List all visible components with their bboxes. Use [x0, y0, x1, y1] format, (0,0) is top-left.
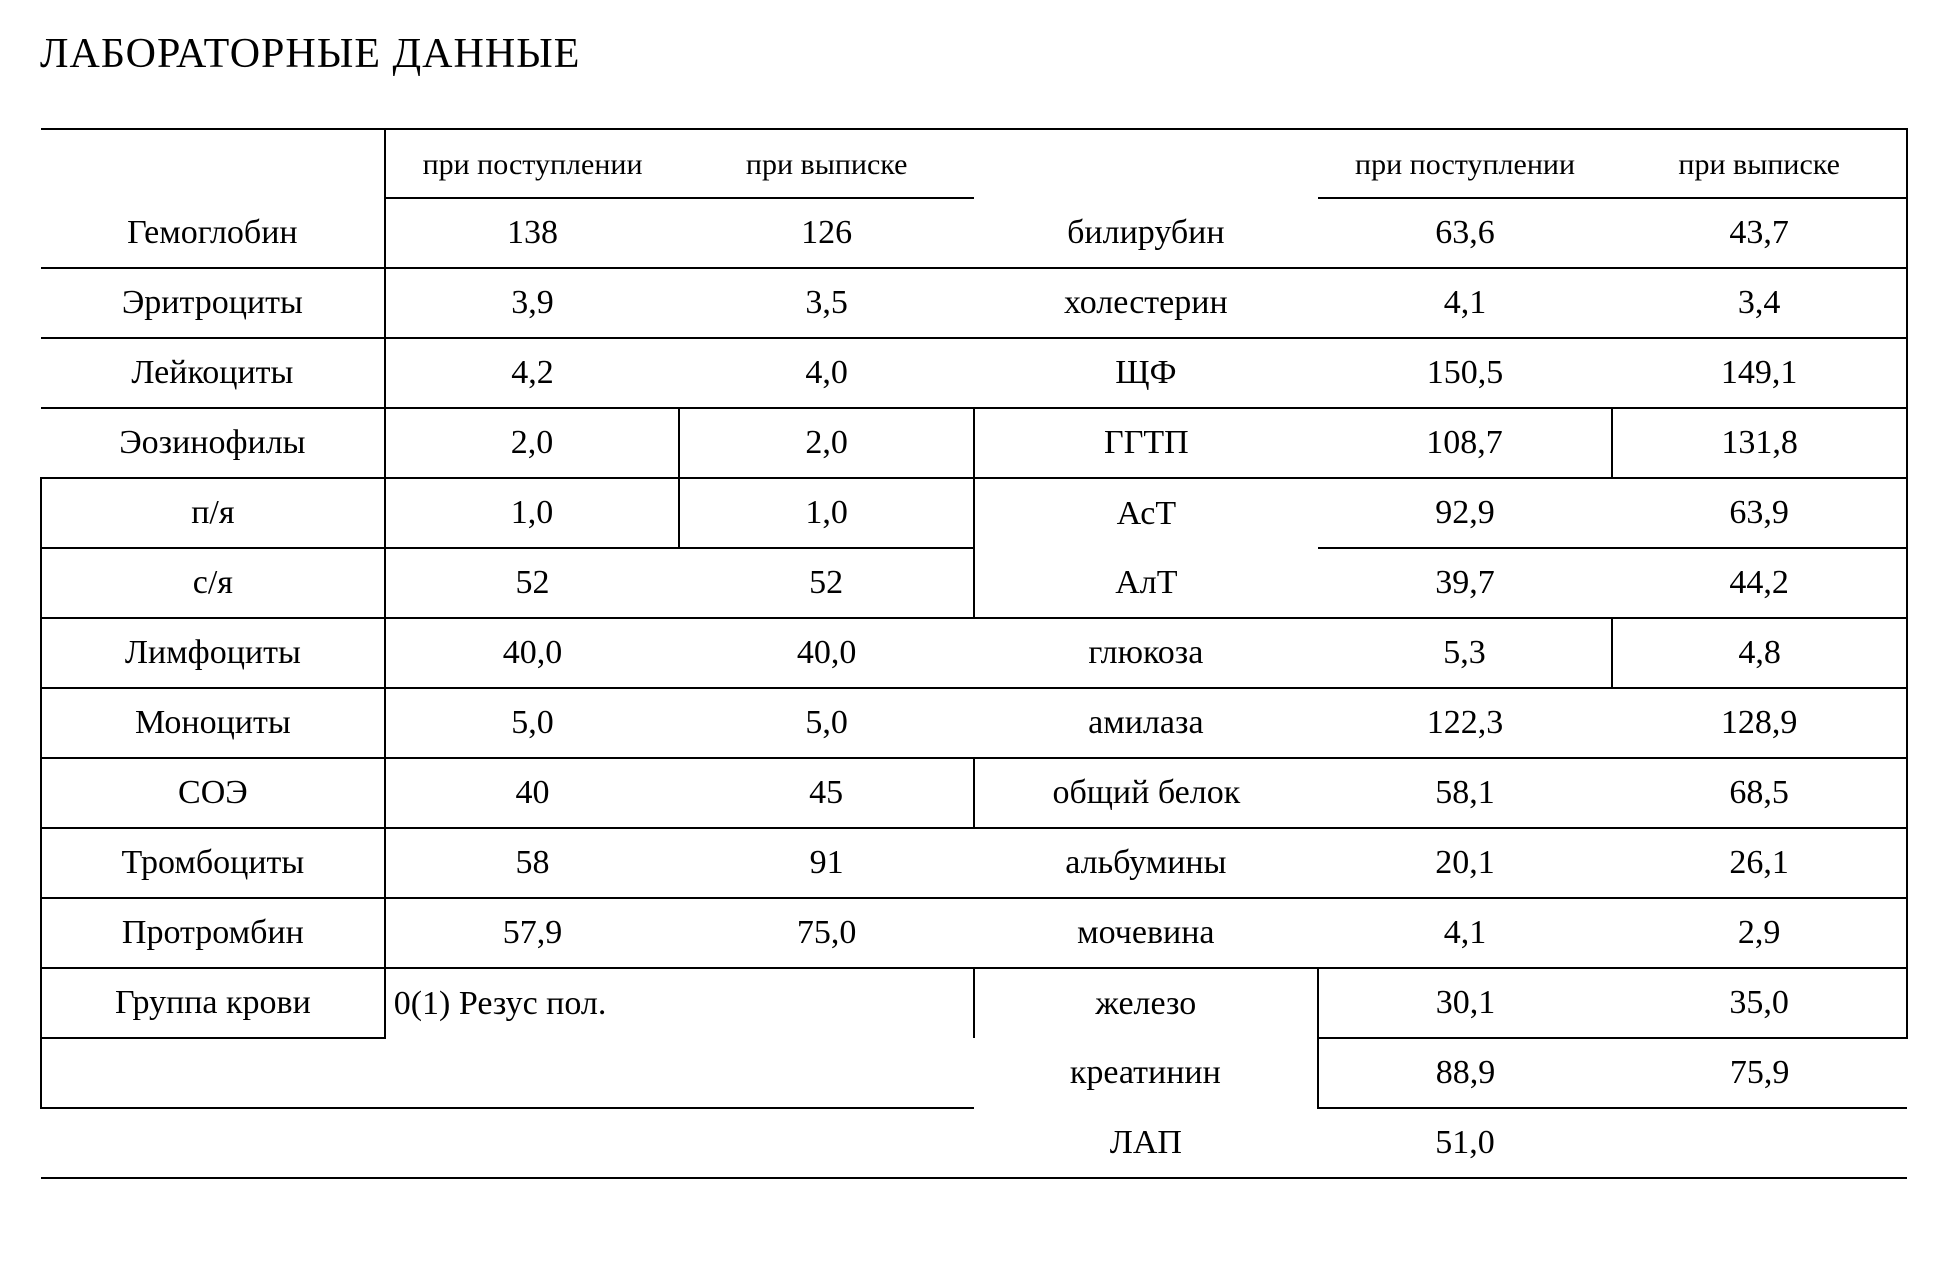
table-row: ЛАП 51,0: [41, 1108, 1907, 1178]
table-row: Гемоглобин 138 126 билирубин 63,6 43,7: [41, 198, 1907, 268]
lab-data-table: при поступлении при выписке при поступле…: [40, 128, 1908, 1179]
param-discharge: 26,1: [1612, 828, 1907, 898]
param-label: ЩФ: [974, 338, 1318, 408]
param-label: железо: [974, 968, 1318, 1038]
table-row: Лейкоциты 4,2 4,0 ЩФ 150,5 149,1: [41, 338, 1907, 408]
param-label: холестерин: [974, 268, 1318, 338]
table-row: Эритроциты 3,9 3,5 холестерин 4,1 3,4: [41, 268, 1907, 338]
table-row: Лимфоциты 40,0 40,0 глюкоза 5,3 4,8: [41, 618, 1907, 688]
param-discharge: 1,0: [679, 478, 974, 548]
table-row: Протромбин 57,9 75,0 мочевина 4,1 2,9: [41, 898, 1907, 968]
param-label: креатинин: [974, 1038, 1318, 1108]
param-label: Лимфоциты: [41, 618, 385, 688]
param-discharge: 35,0: [1612, 968, 1907, 1038]
header-discharge-left: при выписке: [679, 129, 974, 198]
param-label: билирубин: [974, 198, 1318, 268]
param-discharge: 75,0: [679, 898, 974, 968]
param-admission: 150,5: [1318, 338, 1613, 408]
param-label: Лейкоциты: [41, 338, 385, 408]
param-label: амилаза: [974, 688, 1318, 758]
param-label: АсТ: [974, 478, 1318, 548]
param-discharge: 44,2: [1612, 548, 1907, 618]
param-label: ЛАП: [974, 1108, 1318, 1178]
param-label: Группа крови: [41, 968, 385, 1038]
param-discharge: 131,8: [1612, 408, 1907, 478]
param-label: Протромбин: [41, 898, 385, 968]
table-row: СОЭ 40 45 общий белок 58,1 68,5: [41, 758, 1907, 828]
param-label: общий белок: [974, 758, 1318, 828]
param-label: Тромбоциты: [41, 828, 385, 898]
param-admission: 20,1: [1318, 828, 1613, 898]
param-admission: 40,0: [385, 618, 680, 688]
param-discharge: 128,9: [1612, 688, 1907, 758]
param-label: Моноциты: [41, 688, 385, 758]
param-discharge: 45: [679, 758, 974, 828]
param-discharge: 3,4: [1612, 268, 1907, 338]
param-label: мочевина: [974, 898, 1318, 968]
table-row: Моноциты 5,0 5,0 амилаза 122,3 128,9: [41, 688, 1907, 758]
param-admission: 122,3: [1318, 688, 1613, 758]
param-admission: 52: [385, 548, 680, 618]
table-row: Эозинофилы 2,0 2,0 ГГТП 108,7 131,8: [41, 408, 1907, 478]
header-admission-right: при поступлении: [1318, 129, 1613, 198]
param-admission: 5,3: [1318, 618, 1613, 688]
param-admission: 2,0: [385, 408, 680, 478]
table-header-row: при поступлении при выписке при поступле…: [41, 129, 1907, 198]
table-row: Тромбоциты 58 91 альбумины 20,1 26,1: [41, 828, 1907, 898]
param-discharge: 52: [679, 548, 974, 618]
param-discharge: 68,5: [1612, 758, 1907, 828]
header-discharge-right: при выписке: [1612, 129, 1907, 198]
param-discharge: 75,9: [1612, 1038, 1907, 1108]
param-label: альбумины: [974, 828, 1318, 898]
param-discharge: 5,0: [679, 688, 974, 758]
param-admission: 3,9: [385, 268, 680, 338]
param-admission: 57,9: [385, 898, 680, 968]
param-admission: 5,0: [385, 688, 680, 758]
param-label: Гемоглобин: [41, 198, 385, 268]
param-discharge: 4,0: [679, 338, 974, 408]
param-admission: 30,1: [1318, 968, 1613, 1038]
param-discharge: 2,0: [679, 408, 974, 478]
param-discharge: 3,5: [679, 268, 974, 338]
page-title: ЛАБОРАТОРНЫЕ ДАННЫЕ: [40, 30, 1908, 78]
param-admission: 39,7: [1318, 548, 1613, 618]
table-row: п/я 1,0 1,0 АсТ 92,9 63,9: [41, 478, 1907, 548]
param-admission: 4,2: [385, 338, 680, 408]
param-discharge: 40,0: [679, 618, 974, 688]
param-admission: 88,9: [1318, 1038, 1613, 1108]
param-admission: 108,7: [1318, 408, 1613, 478]
param-label: глюкоза: [974, 618, 1318, 688]
param-discharge: 63,9: [1612, 478, 1907, 548]
param-admission: 58,1: [1318, 758, 1613, 828]
param-discharge: 126: [679, 198, 974, 268]
param-admission: 4,1: [1318, 898, 1613, 968]
param-label: АлТ: [974, 548, 1318, 618]
table-row: креатинин 88,9 75,9: [41, 1038, 1907, 1108]
param-label: ГГТП: [974, 408, 1318, 478]
param-label: Эритроциты: [41, 268, 385, 338]
param-value: 0(1) Резус пол.: [385, 968, 974, 1038]
param-admission: 138: [385, 198, 680, 268]
param-admission: 1,0: [385, 478, 680, 548]
param-label: Эозинофилы: [41, 408, 385, 478]
param-admission: 40: [385, 758, 680, 828]
table-row: Группа крови 0(1) Резус пол. железо 30,1…: [41, 968, 1907, 1038]
param-discharge: 91: [679, 828, 974, 898]
param-discharge: 2,9: [1612, 898, 1907, 968]
param-admission: 4,1: [1318, 268, 1613, 338]
param-label: п/я: [41, 478, 385, 548]
param-discharge: 149,1: [1612, 338, 1907, 408]
param-admission: 92,9: [1318, 478, 1613, 548]
param-admission: 63,6: [1318, 198, 1613, 268]
header-admission-left: при поступлении: [385, 129, 680, 198]
param-label: СОЭ: [41, 758, 385, 828]
table-row: с/я 52 52 АлТ 39,7 44,2: [41, 548, 1907, 618]
param-discharge: 4,8: [1612, 618, 1907, 688]
param-discharge: [1612, 1108, 1907, 1178]
param-discharge: 43,7: [1612, 198, 1907, 268]
param-admission: 51,0: [1318, 1108, 1613, 1178]
param-admission: 58: [385, 828, 680, 898]
param-label: с/я: [41, 548, 385, 618]
